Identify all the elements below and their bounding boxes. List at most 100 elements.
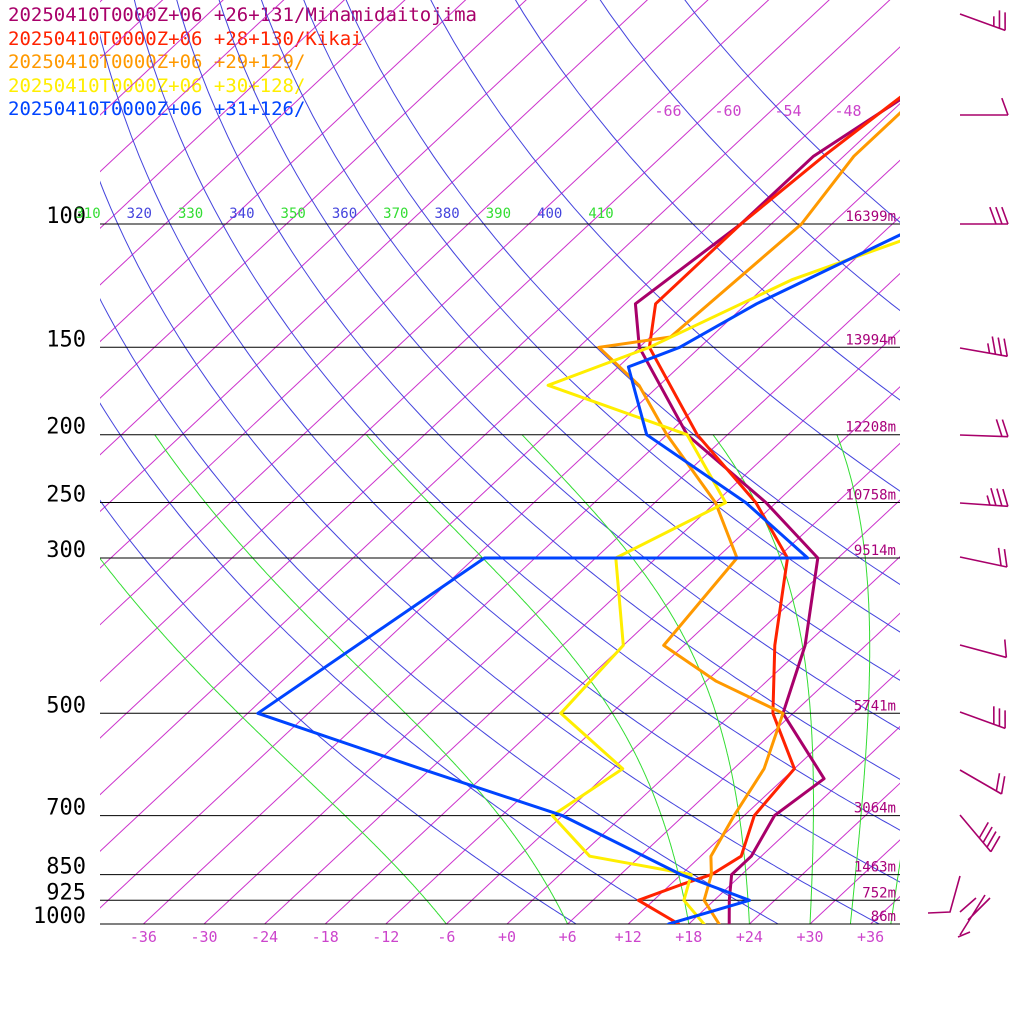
moist-adiabat-line: [521, 434, 750, 924]
dry-adiabat-line: [684, 0, 900, 223]
isotherm-line: [142, 216, 900, 924]
temperature-trace-0: [633, 97, 900, 924]
height-label: 5741m: [854, 698, 896, 714]
pressure-label: 925: [46, 880, 86, 905]
height-label: 13994m: [845, 332, 896, 348]
isotherm-line: [100, 0, 527, 399]
temperature-trace-4: [256, 233, 900, 924]
x-tick-label: -24: [251, 928, 278, 946]
wind-barb: [959, 10, 1006, 32]
moist-adiabat-line: [849, 923, 851, 924]
temperature-trace-1: [636, 95, 900, 924]
theta-label: 400: [537, 206, 562, 222]
dry-adiabat-line: [100, 33, 900, 883]
isotherm-line: [809, 839, 900, 924]
height-label: 10758m: [845, 488, 896, 504]
isotherm-line: [506, 556, 900, 924]
isotherm-line: [324, 386, 900, 924]
theta-label: 330: [178, 206, 203, 222]
dry-adiabat-line: [133, 0, 900, 831]
x-tick-label: +30: [796, 928, 823, 946]
pressure-label: 200: [46, 415, 86, 440]
wind-barb-flag: [1000, 776, 1006, 795]
wind-barb: [959, 706, 1006, 730]
height-label: 16399m: [845, 209, 896, 225]
wind-barb-flag: [990, 835, 1001, 853]
temperature-trace-3: [546, 239, 900, 924]
wind-barb-staff: [959, 556, 1008, 568]
isotherm-line: [915, 0, 1024, 939]
wind-barb: [959, 336, 1009, 358]
upper-temp-label: -66: [654, 102, 681, 120]
pressure-label: 1000: [33, 904, 86, 929]
wind-barb-staff: [959, 711, 1006, 730]
moist-adiabat-line: [100, 557, 447, 924]
wind-barb: [959, 487, 1009, 508]
wind-barb-flag: [997, 547, 1002, 566]
isotherm-line: [100, 0, 467, 343]
isotherm-line: [203, 272, 900, 924]
wind-barb-flag: [990, 487, 997, 506]
height-label: 1463m: [854, 860, 896, 876]
wind-barb-flag: [989, 206, 997, 225]
theta-label: 390: [486, 206, 511, 222]
wind-barb-staff: [927, 875, 961, 914]
wind-barb-staff: [959, 769, 1002, 795]
pressure-label: 500: [46, 693, 86, 718]
upper-temp-label: -48: [834, 102, 861, 120]
theta-label: 310: [75, 206, 100, 222]
x-tick-label: +0: [498, 928, 516, 946]
dry-adiabat-line: [100, 297, 780, 924]
height-label: 752m: [862, 885, 896, 901]
dry-adiabat-line: [345, 0, 900, 586]
wind-barb-staff: [959, 644, 1007, 659]
pressure-label: 300: [46, 538, 86, 563]
wind-barb: [959, 419, 1009, 438]
height-label: 3064m: [854, 801, 896, 817]
dry-adiabat-line: [100, 180, 881, 924]
isotherm-line: [100, 0, 709, 569]
wind-barb-flag: [991, 336, 997, 355]
moist-adiabat-line: [712, 434, 814, 924]
wind-barb-staff: [959, 13, 1006, 32]
moist-adiabat-line: [890, 923, 891, 924]
isotherm-line: [976, 0, 1024, 939]
isotherm-line: [263, 329, 900, 924]
isotherm-line: [100, 159, 900, 909]
upper-temp-label: -60: [714, 102, 741, 120]
isotherm-line: [627, 669, 900, 924]
isotherm-line: [445, 499, 900, 924]
dry-adiabat-line: [260, 0, 900, 681]
wind-barb-flag: [986, 495, 991, 506]
wind-barb: [959, 547, 1008, 568]
wind-barb-flag: [1001, 419, 1009, 437]
upper-temp-label: -54: [774, 102, 801, 120]
isotherm-line: [566, 612, 900, 924]
wind-barb-flag: [987, 343, 991, 354]
wind-barb-flag: [995, 419, 1003, 437]
wind-barb-flag: [995, 206, 1003, 225]
wind-barb-staff: [959, 347, 1008, 358]
isotherm-line: [748, 782, 900, 924]
x-tick-label: +24: [736, 928, 763, 946]
legend-entry-0: 20250410T0000Z+06 +26+131/Minamidaitojim…: [8, 4, 477, 26]
isotherm-line: [100, 0, 891, 739]
isotherm-line: [100, 0, 649, 513]
x-tick-label: -12: [372, 928, 399, 946]
dry-adiabat-line: [176, 0, 900, 780]
dry-adiabat-line: [218, 0, 900, 730]
height-label: 9514m: [854, 543, 896, 559]
x-tick-label: +36: [857, 928, 884, 946]
dry-adiabat-line: [303, 0, 900, 633]
moist-adiabat-line: [890, 859, 900, 924]
isotherm-line: [100, 0, 770, 626]
theta-label: 320: [127, 206, 152, 222]
wind-barb-staff: [957, 894, 991, 938]
wind-barb-flag: [1001, 206, 1009, 225]
isotherm-line: [869, 895, 900, 924]
x-tick-label: -18: [312, 928, 339, 946]
wind-barb-flag: [1003, 338, 1009, 357]
theta-label: 360: [332, 206, 357, 222]
theta-label: 350: [281, 206, 306, 222]
x-tick-label: +18: [675, 928, 702, 946]
